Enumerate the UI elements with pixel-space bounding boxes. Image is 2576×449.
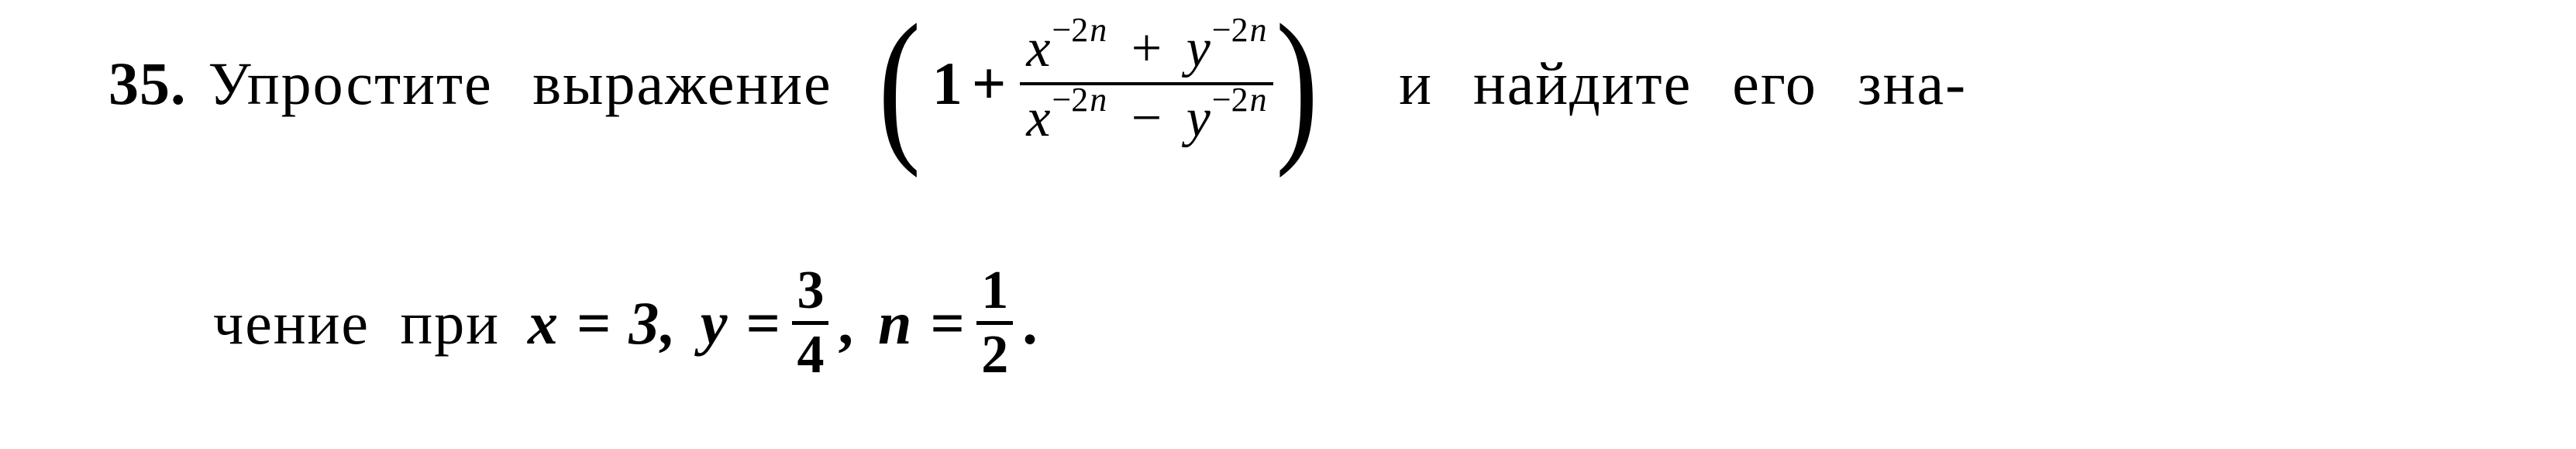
den-op: − xyxy=(1131,88,1162,148)
num-t2-exp-var: n xyxy=(1250,11,1267,49)
line-1: 35. Упростите выражение ( 1 + x−2n + y−2… xyxy=(108,16,1967,152)
paren-inner: 1 + x−2n + y−2n x−2 xyxy=(923,20,1273,147)
num-op: + xyxy=(1131,19,1162,78)
num-t1-base: x xyxy=(1026,19,1050,78)
num-t2-base: y xyxy=(1186,19,1211,78)
den-t2-exp-prefix: −2 xyxy=(1212,81,1248,119)
line1-pre-text: Упростите выражение xyxy=(208,49,832,119)
den-t1-exp-prefix: −2 xyxy=(1052,81,1088,119)
n-frac-den: 2 xyxy=(976,328,1013,382)
y-frac-num: 3 xyxy=(792,264,828,318)
line1-post-b: найдите xyxy=(1473,49,1692,119)
line1-post-a: и xyxy=(1399,49,1433,119)
line1-post-d: зна- xyxy=(1858,49,1967,119)
num-t1-exp-var: n xyxy=(1090,11,1107,49)
outer-exponent: −2 xyxy=(1316,0,1359,7)
line-2: чение при x = 3, y = 3 4 , n = 1 2 . xyxy=(213,264,1039,382)
den-t1-base: x xyxy=(1026,88,1050,148)
num-t2-exp-prefix: −2 xyxy=(1212,11,1248,49)
y-frac-den: 4 xyxy=(792,328,828,382)
n-frac-num: 1 xyxy=(976,264,1013,318)
n-eq-lhs: n = xyxy=(878,288,966,358)
numerator: x−2n + y−2n xyxy=(1020,20,1273,78)
n-fraction: 1 2 xyxy=(976,264,1013,382)
denominator: x−2n − y−2n xyxy=(1020,90,1273,147)
comma-1: , xyxy=(838,288,855,358)
plus-sign: + xyxy=(972,49,1006,119)
line2-pre-text: чение при xyxy=(213,288,500,358)
y-fraction: 3 4 xyxy=(792,264,828,382)
den-t2-base: y xyxy=(1186,88,1211,148)
den-t1-exp-var: n xyxy=(1090,81,1107,119)
page: 35. Упростите выражение ( 1 + x−2n + y−2… xyxy=(0,0,2576,449)
one: 1 xyxy=(932,49,963,119)
y-eq-lhs: y = xyxy=(701,288,782,358)
line1-post-c: его xyxy=(1732,49,1817,119)
num-t1-exp-prefix: −2 xyxy=(1052,11,1088,49)
den-t2-exp-var: n xyxy=(1250,81,1267,119)
parenthesized-expression: ( 1 + x−2n + y−2n xyxy=(876,16,1359,152)
problem-number: 35. xyxy=(108,49,187,119)
x-eq: x = 3, xyxy=(528,288,677,358)
left-paren: ( xyxy=(878,16,921,152)
right-paren: ) xyxy=(1276,16,1318,152)
period: . xyxy=(1022,288,1039,358)
main-fraction: x−2n + y−2n x−2n − y−2n xyxy=(1020,20,1273,147)
